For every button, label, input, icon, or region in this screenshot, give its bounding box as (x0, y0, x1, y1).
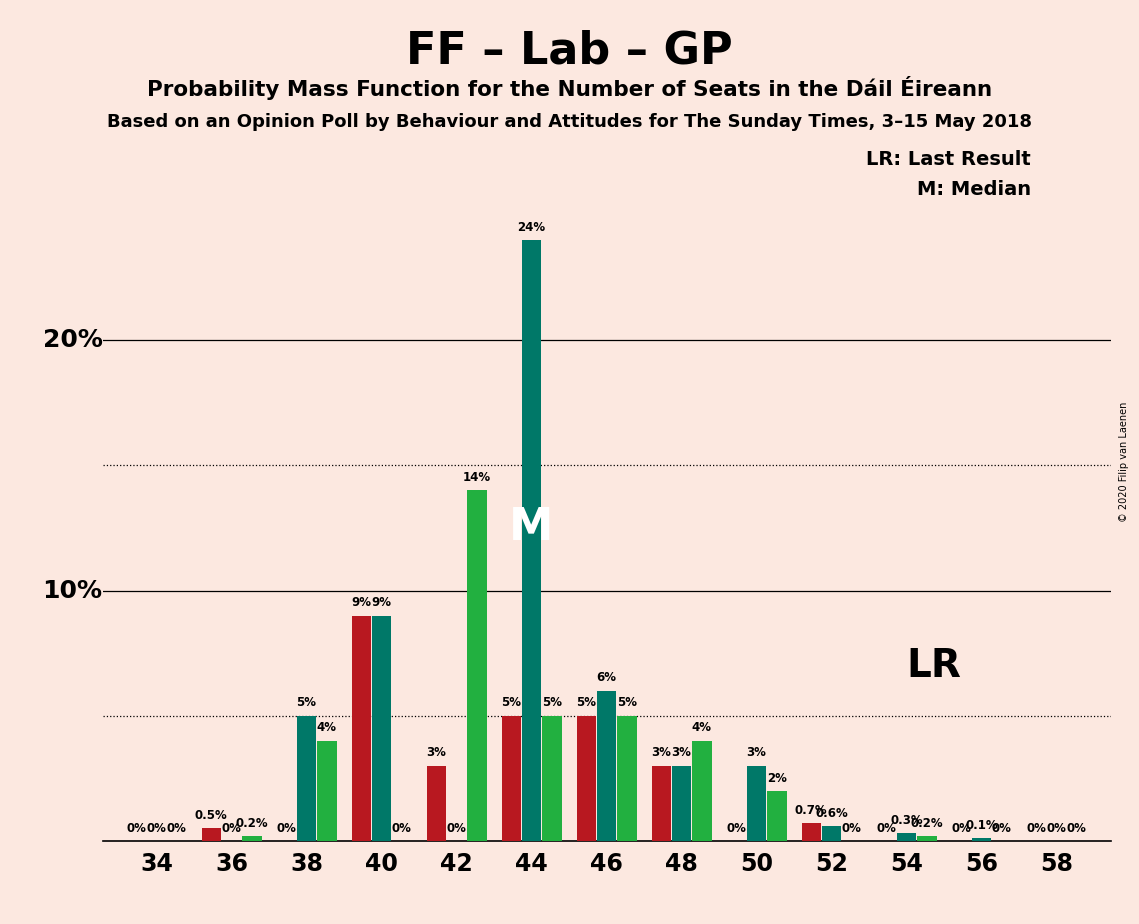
Bar (542, 716, 562, 841)
Bar (597, 690, 616, 841)
Text: 0%: 0% (992, 821, 1011, 834)
Text: 0%: 0% (951, 821, 972, 834)
Text: LR: Last Result: LR: Last Result (866, 150, 1031, 169)
Text: 0.7%: 0.7% (795, 804, 828, 817)
Bar (576, 716, 596, 841)
Text: 0%: 0% (1067, 821, 1087, 834)
Text: 14%: 14% (462, 471, 491, 484)
Bar (672, 766, 691, 841)
Bar (917, 836, 936, 841)
Text: 5%: 5% (501, 697, 522, 710)
Text: 5%: 5% (296, 697, 317, 710)
Bar (821, 826, 842, 841)
Text: 2%: 2% (767, 772, 787, 784)
Bar (241, 836, 262, 841)
Text: 9%: 9% (351, 596, 371, 609)
Bar (896, 833, 916, 841)
Text: M: Median: M: Median (917, 180, 1031, 200)
Bar (972, 838, 991, 841)
Bar (467, 491, 486, 841)
Bar (426, 766, 446, 841)
Text: 5%: 5% (616, 697, 637, 710)
Text: 24%: 24% (517, 221, 546, 234)
Text: Probability Mass Function for the Number of Seats in the Dáil Éireann: Probability Mass Function for the Number… (147, 76, 992, 100)
Text: 0%: 0% (392, 821, 411, 834)
Bar (297, 716, 317, 841)
Text: 0%: 0% (222, 821, 241, 834)
Bar (747, 766, 767, 841)
Bar (652, 766, 671, 841)
Text: 3%: 3% (426, 747, 446, 760)
Text: 0.2%: 0.2% (910, 817, 943, 830)
Text: 9%: 9% (371, 596, 392, 609)
Text: 3%: 3% (652, 747, 671, 760)
Text: 4%: 4% (317, 722, 337, 735)
Text: 20%: 20% (42, 328, 103, 352)
Text: 0%: 0% (166, 821, 187, 834)
Text: 0.2%: 0.2% (236, 817, 268, 830)
Bar (317, 741, 336, 841)
Text: 0%: 0% (876, 821, 896, 834)
Bar (371, 615, 392, 841)
Bar (802, 823, 821, 841)
Text: © 2020 Filip van Laenen: © 2020 Filip van Laenen (1120, 402, 1129, 522)
Text: 0%: 0% (126, 821, 146, 834)
Text: FF – Lab – GP: FF – Lab – GP (407, 30, 732, 73)
Text: LR: LR (907, 647, 961, 685)
Text: 0.1%: 0.1% (965, 819, 998, 833)
Text: 3%: 3% (746, 747, 767, 760)
Text: Based on an Opinion Poll by Behaviour and Attitudes for The Sunday Times, 3–15 M: Based on an Opinion Poll by Behaviour an… (107, 113, 1032, 130)
Bar (522, 240, 541, 841)
Text: 0.3%: 0.3% (891, 814, 923, 827)
Text: 5%: 5% (542, 697, 562, 710)
Text: 0%: 0% (147, 821, 166, 834)
Bar (501, 716, 521, 841)
Text: 6%: 6% (597, 672, 616, 685)
Bar (693, 741, 712, 841)
Text: M: M (509, 506, 554, 550)
Text: 0%: 0% (1047, 821, 1066, 834)
Bar (617, 716, 637, 841)
Text: 0.6%: 0.6% (816, 807, 847, 820)
Text: 4%: 4% (691, 722, 712, 735)
Text: 3%: 3% (672, 747, 691, 760)
Bar (352, 615, 371, 841)
Bar (202, 828, 221, 841)
Text: 0%: 0% (727, 821, 746, 834)
Text: 0.5%: 0.5% (195, 809, 228, 822)
Text: 0%: 0% (446, 821, 467, 834)
Bar (767, 791, 787, 841)
Text: 0%: 0% (842, 821, 862, 834)
Text: 10%: 10% (42, 578, 103, 602)
Text: 5%: 5% (576, 697, 597, 710)
Text: 0%: 0% (1026, 821, 1047, 834)
Text: 0%: 0% (277, 821, 296, 834)
